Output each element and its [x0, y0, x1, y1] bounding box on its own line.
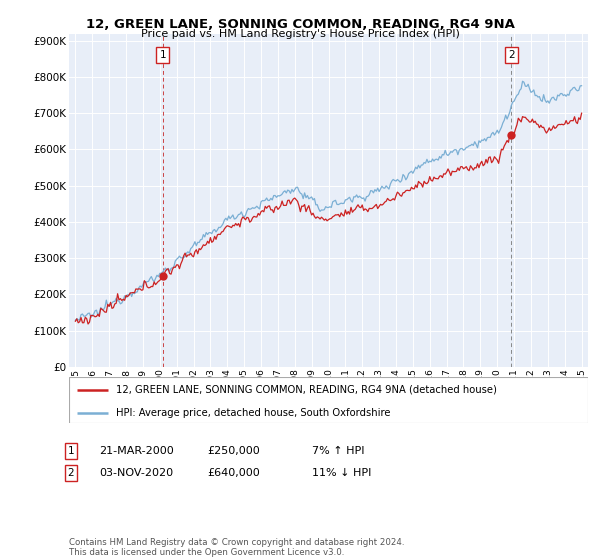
Text: Price paid vs. HM Land Registry's House Price Index (HPI): Price paid vs. HM Land Registry's House …: [140, 29, 460, 39]
Text: 1: 1: [67, 446, 74, 456]
Text: 03-NOV-2020: 03-NOV-2020: [99, 468, 173, 478]
Text: Contains HM Land Registry data © Crown copyright and database right 2024.
This d: Contains HM Land Registry data © Crown c…: [69, 538, 404, 557]
Text: 2: 2: [508, 50, 515, 60]
Text: 1: 1: [160, 50, 166, 60]
Text: HPI: Average price, detached house, South Oxfordshire: HPI: Average price, detached house, Sout…: [116, 408, 390, 418]
Text: 12, GREEN LANE, SONNING COMMON, READING, RG4 9NA (detached house): 12, GREEN LANE, SONNING COMMON, READING,…: [116, 385, 497, 395]
Text: 12, GREEN LANE, SONNING COMMON, READING, RG4 9NA: 12, GREEN LANE, SONNING COMMON, READING,…: [86, 18, 514, 31]
Text: 7% ↑ HPI: 7% ↑ HPI: [312, 446, 365, 456]
Text: £250,000: £250,000: [207, 446, 260, 456]
Text: £640,000: £640,000: [207, 468, 260, 478]
Text: 21-MAR-2000: 21-MAR-2000: [99, 446, 174, 456]
Text: 11% ↓ HPI: 11% ↓ HPI: [312, 468, 371, 478]
FancyBboxPatch shape: [69, 377, 588, 423]
Text: 2: 2: [67, 468, 74, 478]
